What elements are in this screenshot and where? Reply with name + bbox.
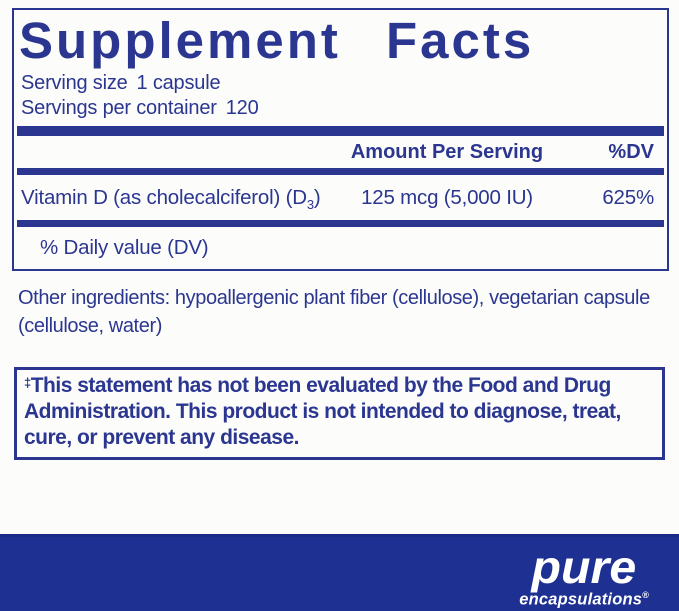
header-amount-per-serving: Amount Per Serving [350,140,544,163]
table-header-row: Amount Per Serving %DV [14,136,667,168]
servings-per-container-label: Servings per container [21,97,217,119]
thick-divider-bar [17,126,664,136]
serving-size-label: Serving size [21,72,128,94]
supplement-facts-panel: Supplement Facts Serving size 1 capsule S… [12,8,669,271]
nutrient-amount: 125 mcg (5,000 IU) [361,185,533,209]
mid-divider-bar [17,220,664,227]
mid-divider-bar [17,168,664,175]
panel-title: Supplement Facts [19,12,535,69]
servings-per-container-line: Servings per container 120 [21,96,667,121]
header-percent-dv: %DV [608,140,654,163]
nutrient-name-subscript: 3 [306,196,314,212]
brand-name: pure [531,541,637,593]
brand-tagline: encapsulations® [519,590,649,609]
pure-encapsulations-logo: pure encapsulations® [519,544,649,608]
fda-disclaimer-text: This statement has not been evaluated by… [24,374,621,449]
other-ingredients-text: Other ingredients: hypoallergenic plant … [18,287,650,337]
fda-disclaimer-box: ‡This statement has not been evaluated b… [14,367,665,460]
daily-value-footnote: % Daily value (DV) [40,236,209,259]
nutrient-name: Vitamin D (as cholecalciferol) (D3) [21,185,321,212]
table-row: Vitamin D (as cholecalciferol) (D3) 125 … [14,175,667,220]
registered-trademark-icon: ® [642,590,649,600]
serving-size-line: Serving size 1 capsule [21,71,667,96]
brand-footer-bar: pure encapsulations® [0,534,679,611]
double-dagger-mark: ‡ [24,375,31,390]
nutrient-percent-dv: 625% [602,185,654,209]
serving-size-value: 1 capsule [136,72,221,94]
servings-per-container-value: 120 [225,97,259,119]
